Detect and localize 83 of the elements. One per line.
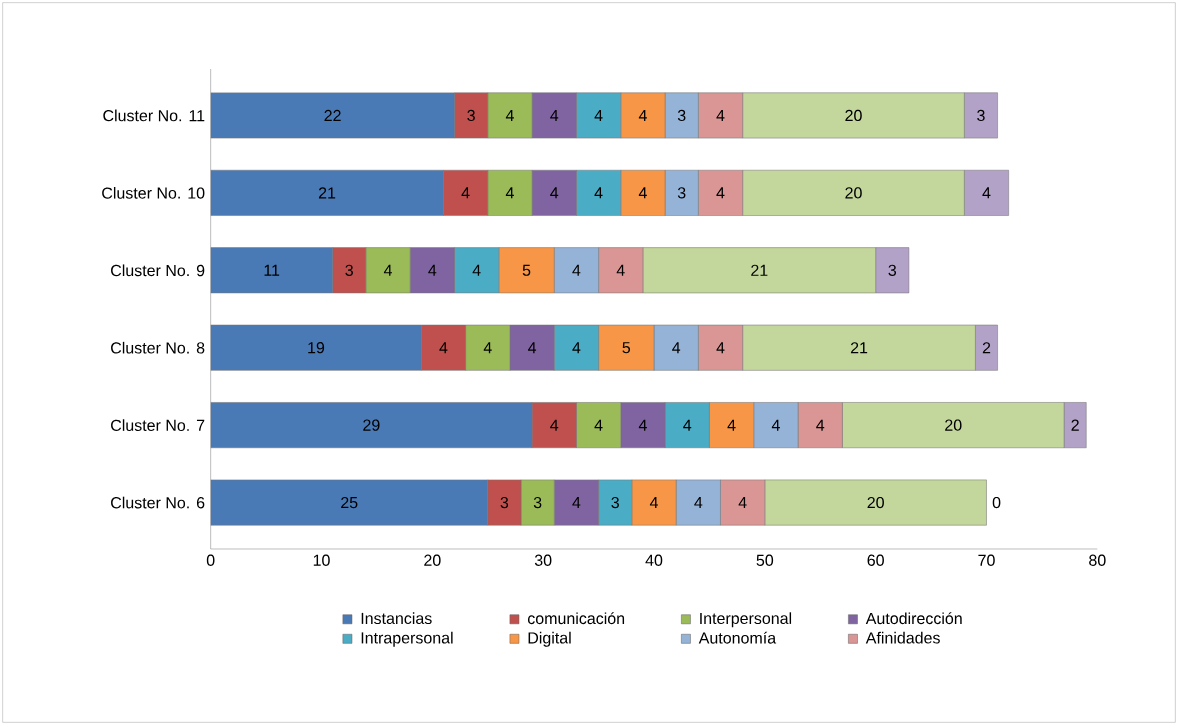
x-tick-label: 40 — [645, 554, 663, 566]
data-label: 4 — [716, 342, 725, 354]
data-label: 4 — [616, 264, 625, 276]
legend-label: Instancias — [361, 612, 432, 625]
data-label: 4 — [638, 109, 647, 121]
data-label: 4 — [594, 419, 603, 431]
data-label: 3 — [533, 496, 542, 509]
x-tick-label: 30 — [534, 554, 552, 566]
data-label: 4 — [716, 187, 725, 199]
data-label: 3 — [677, 187, 686, 199]
legend-label: Interpersonal — [700, 612, 792, 628]
y-tick-label: Cluster No. 11 — [103, 109, 205, 122]
data-label: 4 — [594, 187, 603, 199]
data-label: 4 — [694, 497, 703, 509]
data-label: 0 — [992, 496, 1001, 509]
data-label: 4 — [572, 342, 581, 354]
legend-label: Afinidades — [865, 631, 940, 644]
data-label: 4 — [716, 109, 725, 121]
data-label: 3 — [345, 264, 353, 276]
data-label: 4 — [550, 187, 559, 199]
data-label: 4 — [649, 497, 658, 509]
legend-label: Intrapersonal — [361, 631, 453, 647]
data-label: 4 — [982, 187, 991, 199]
data-label: 4 — [738, 497, 747, 509]
data-label: 3 — [467, 109, 475, 122]
y-tick-label: Cluster No. 7 — [111, 419, 205, 431]
data-label: 4 — [505, 109, 514, 121]
data-label: 4 — [572, 264, 581, 276]
data-label: 29 — [363, 419, 380, 431]
data-label: 3 — [500, 496, 509, 509]
data-label: 11 — [264, 264, 280, 276]
data-label: 3 — [888, 264, 897, 276]
x-tick-label: 0 — [206, 554, 215, 566]
data-label: 20 — [845, 109, 862, 122]
data-label: 2 — [1071, 419, 1079, 431]
x-tick-label: 80 — [1089, 554, 1106, 566]
data-label: 4 — [383, 264, 392, 276]
legend-label: Digital — [528, 631, 571, 647]
data-label: 4 — [771, 419, 780, 431]
data-label: 5 — [522, 264, 531, 276]
y-tick-label: Cluster No. 10 — [102, 187, 205, 199]
data-label: 4 — [483, 342, 492, 354]
x-tick-label: 70 — [978, 554, 995, 566]
x-tick-label: 60 — [867, 554, 884, 566]
y-tick-label: Cluster No. 8 — [111, 341, 205, 354]
data-label: 25 — [341, 496, 358, 509]
data-label: 4 — [672, 342, 681, 354]
x-tick-label: 10 — [313, 554, 330, 566]
data-label: 4 — [638, 419, 647, 431]
data-label: 3 — [977, 109, 985, 122]
data-label: 20 — [867, 496, 884, 509]
data-label: 3 — [677, 109, 686, 122]
data-label: 4 — [550, 109, 559, 121]
data-label: 3 — [611, 496, 619, 509]
data-label: 4 — [505, 187, 514, 199]
data-label: 4 — [816, 419, 825, 431]
data-label: 4 — [594, 109, 603, 121]
data-label: 5 — [622, 342, 631, 354]
x-tick-label: 20 — [424, 554, 441, 566]
x-tick-label: 50 — [756, 554, 774, 566]
data-label: 4 — [428, 264, 437, 276]
legend-label: Autodirección — [865, 612, 962, 625]
data-label: 4 — [572, 497, 581, 509]
data-label: 20 — [845, 187, 862, 199]
data-label: 4 — [727, 419, 736, 431]
legend-label: comunicación — [527, 612, 625, 625]
data-label: 4 — [528, 342, 537, 354]
data-label: 4 — [638, 187, 647, 199]
y-tick-label: Cluster No. 9 — [111, 264, 205, 277]
data-label: 4 — [472, 264, 481, 276]
data-label: 21 — [318, 187, 336, 199]
data-label: 4 — [683, 419, 692, 431]
data-label: 2 — [982, 342, 991, 354]
data-label: 4 — [461, 187, 470, 199]
data-label: 21 — [751, 264, 768, 276]
data-label: 19 — [308, 342, 325, 354]
data-label: 21 — [850, 342, 868, 354]
data-label: 4 — [550, 419, 559, 431]
data-label: 20 — [945, 419, 962, 431]
data-label: 4 — [439, 342, 448, 354]
legend-label: Autonomía — [698, 631, 777, 644]
data-label: 22 — [324, 109, 341, 122]
y-tick-label: Cluster No. 6 — [111, 496, 205, 509]
